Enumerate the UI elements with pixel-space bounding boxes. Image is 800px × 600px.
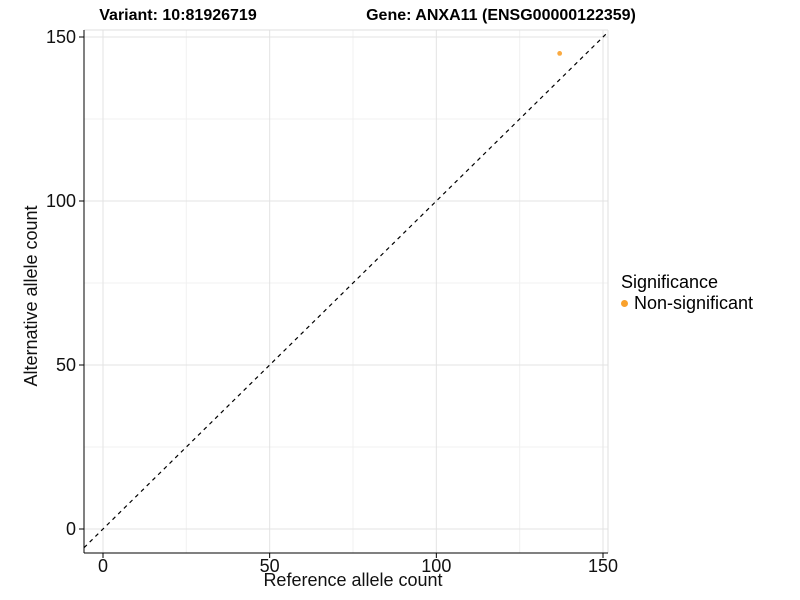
x-tick-label: 0 bbox=[97, 556, 108, 576]
identity-reference-line bbox=[83, 31, 609, 549]
y-tick-label: 100 bbox=[45, 191, 76, 211]
y-tick-label: 0 bbox=[65, 519, 76, 539]
y-axis-title: Alternative allele count bbox=[21, 205, 41, 387]
x-tick-label: 150 bbox=[587, 556, 619, 576]
gene-title: Gene: ANXA11 (ENSG00000122359) bbox=[366, 7, 636, 24]
y-tick-label: 50 bbox=[55, 355, 76, 375]
legend: Significance Non-significant bbox=[621, 272, 753, 313]
x-tick-label: 100 bbox=[421, 556, 452, 576]
x-tick-label: 50 bbox=[259, 556, 280, 576]
legend-item: Non-significant bbox=[621, 293, 753, 313]
panel-background bbox=[84, 30, 608, 553]
x-axis-title: Reference allele count bbox=[263, 570, 443, 590]
y-tick-label: 150 bbox=[45, 27, 76, 47]
variant-title: Variant: 10:81926719 bbox=[99, 7, 257, 24]
data-point bbox=[557, 51, 563, 56]
point-swatch-icon bbox=[621, 299, 628, 307]
legend-item-label: Non-significant bbox=[634, 293, 754, 313]
legend-title: Significance bbox=[621, 272, 719, 292]
